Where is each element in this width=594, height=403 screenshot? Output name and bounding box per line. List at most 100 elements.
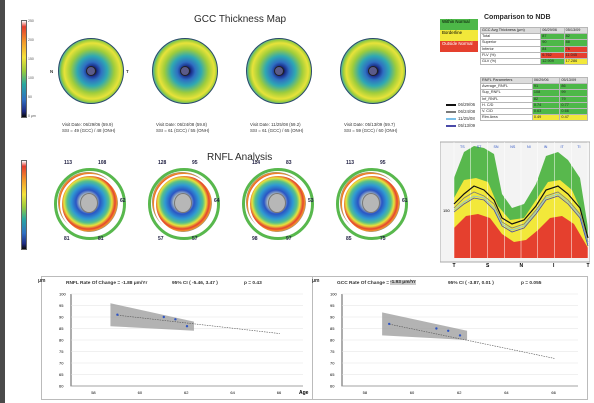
tsnit-axis-label: T	[587, 263, 590, 269]
visit-legend-swatch	[446, 104, 456, 106]
colorbar-tick: 200	[28, 38, 34, 42]
legend-borderline: Borderline	[440, 30, 478, 41]
gcc-rate-ci: 95% CI ( -3.87, 0.01 )	[448, 281, 494, 286]
data-point	[185, 325, 189, 328]
colorbar-tick: 100	[28, 76, 34, 80]
rate-y-tick: 90	[330, 315, 335, 320]
sector-value: 95	[192, 160, 198, 166]
sector-value: 81	[98, 236, 104, 242]
rnfl-rate-label: RNFL Rate Of Change = -1.88 μm/Yr	[66, 281, 148, 286]
tsnit-visit-curve-3	[453, 193, 589, 245]
rate-y-tick: 100	[59, 292, 66, 297]
rnfl_table-row: Average_RNFL 91 86	[480, 83, 588, 91]
rate-x-tick: 62	[457, 390, 462, 395]
tsnit-y-tick: 150	[443, 208, 450, 213]
gcc-rate-label: GCC Rate Of Change =	[337, 281, 390, 286]
rate-y-tick: 65	[330, 372, 335, 377]
tsnit-sector-label: SN	[494, 145, 499, 149]
ring-gap	[60, 174, 120, 234]
rate-y-tick: 65	[59, 372, 64, 377]
sector-value: 97	[286, 236, 292, 242]
sector-value: 108	[98, 160, 107, 166]
tsnit-axis-label: S	[486, 263, 490, 269]
rate-x-tick: 60	[410, 390, 415, 395]
sector-ring	[148, 168, 220, 240]
table-cell: GLV (%)	[479, 57, 542, 66]
rate-y-tick: 70	[330, 361, 335, 366]
sector-ring	[54, 168, 126, 240]
data-point	[435, 327, 438, 330]
rnfl-rate-unit: μm	[38, 278, 46, 284]
ssi-value: SSI = 59 (GCC) / 60 (ONH)	[344, 128, 398, 133]
ssi-value: SSI = 49 (GCC) / 48 (ONH)	[62, 128, 116, 133]
tsnit-axis-label: I	[553, 263, 555, 269]
gcc-map-title: GCC Thickness Map	[194, 14, 287, 25]
tsnit-sector-label: IN	[544, 145, 548, 149]
optic-disc	[362, 193, 380, 213]
rate-y-tick: 70	[59, 361, 64, 366]
visit-date: Visit Date: 06/24/08 (59.8)	[156, 122, 207, 127]
gcc-colorbar	[21, 20, 27, 118]
colorbar-tick: 250	[28, 19, 34, 23]
rnfl-rate-chart[interactable]: 100 95 90 85 80 75 70 65 60 58 60 62 64 66 Age	[41, 286, 311, 398]
sector-value: 128	[158, 160, 167, 166]
temporal-label: T	[126, 69, 129, 74]
rnfl-analysis-title: RNFL Analysis	[207, 152, 273, 163]
sector-value: 85	[346, 236, 352, 242]
rate-x-label: Age	[299, 390, 309, 396]
ssi-value: SSI = 61 (GCC) / 65 (ONH)	[250, 128, 304, 133]
rate-y-tick: 80	[330, 338, 335, 343]
table-cell: 0.49	[531, 114, 561, 122]
rate-x-tick: 64	[504, 390, 509, 395]
nasal-label: N	[50, 69, 54, 74]
gcc-rate-chart[interactable]: 100 95 90 85 80 75 70 65 60 58 60 62 64 66	[312, 286, 586, 398]
confidence-band	[382, 312, 468, 340]
rate-y-tick: 85	[330, 326, 335, 331]
tsnit-sector-label: TI	[577, 145, 580, 149]
sector-ring	[336, 168, 408, 240]
sector-value: 83	[286, 160, 292, 166]
gcc-rate-value: -1.93 μm/Yr	[390, 280, 416, 285]
ssi-value: SSI = 61 (GCC) / 55 (ONH)	[156, 128, 210, 133]
sector-ring	[242, 168, 314, 240]
tsnit-sector-label: TS	[460, 145, 465, 149]
rnfl_table-row: Rim Area 0.49 0.47	[480, 114, 588, 122]
visit-legend-label: 06/24/08	[458, 109, 476, 114]
trend-line	[389, 323, 555, 359]
optic-disc	[80, 193, 98, 213]
rate-y-tick: 75	[330, 349, 335, 354]
rate-y-tick: 100	[330, 292, 337, 297]
tsnit-sector-label: ST	[477, 145, 482, 149]
gcc-rate-unit: μm	[312, 278, 320, 284]
rate-y-tick: 60	[59, 384, 64, 389]
data-point	[388, 322, 391, 326]
tsnit-sector-label: NS	[510, 145, 516, 149]
rate-x-tick: 62	[184, 390, 189, 395]
data-point	[162, 315, 165, 319]
rnfl-rate-ci: 95% CI ( -5.46, 3.47 )	[172, 281, 218, 286]
gcc-comparison-table: GCC Avg Thickness (μm) 06/29/06 05/13/09 To…	[479, 26, 589, 66]
sector-value: 62	[120, 198, 126, 204]
left-frame-bar	[0, 0, 5, 403]
visit-date: Visit Date: 05/13/09 (59.7)	[344, 122, 395, 127]
ring-gap	[342, 174, 402, 234]
gcc-rate-p: p = 0.055	[521, 281, 542, 286]
rate-y-tick: 90	[59, 315, 64, 320]
rnfl-colorbar	[21, 160, 27, 250]
tsnit-sector-label: IT	[561, 145, 565, 149]
rate-y-tick: 95	[330, 303, 335, 308]
colorbar-tick: 150	[28, 57, 34, 61]
rate-x-tick: 58	[91, 390, 96, 395]
optic-disc	[268, 193, 286, 213]
sector-value: 98	[252, 236, 258, 242]
rnfl-comparison-table: RNFL Parameters 06/29/06 05/13/09 Average_R…	[480, 76, 588, 122]
sector-value: 81	[64, 236, 70, 242]
sector-value: 75	[380, 236, 386, 242]
sector-value: 113	[346, 160, 355, 166]
fovea-marker	[86, 66, 96, 76]
data-point	[458, 334, 462, 337]
data-point	[174, 318, 177, 321]
fovea-marker	[180, 66, 190, 76]
data-point	[447, 329, 450, 332]
